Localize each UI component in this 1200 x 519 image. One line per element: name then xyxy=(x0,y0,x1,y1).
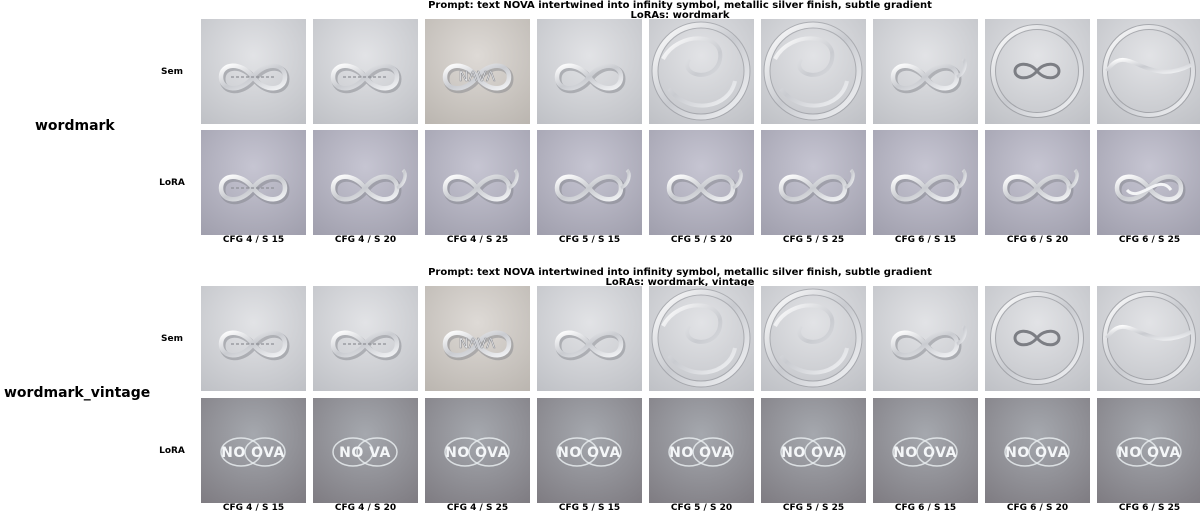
column-label: CFG 6 / S 15 xyxy=(894,235,957,245)
thumbnail-image xyxy=(1097,19,1200,124)
thumbnail-image: NO VA xyxy=(313,398,418,503)
thumbnail-image xyxy=(201,130,306,235)
column-label: CFG 5 / S 20 xyxy=(670,503,733,513)
thumbnail-image: NO OVA xyxy=(985,398,1090,503)
block-2-row-2-label: LoRA xyxy=(159,446,185,456)
column-label: CFG 4 / S 25 xyxy=(446,235,509,245)
thumbnail-image xyxy=(313,130,418,235)
thumbnail-image: NO OVA xyxy=(425,398,530,503)
thumbnail-image xyxy=(985,19,1090,124)
thumbnail-image: NΛVΛ xyxy=(425,19,530,124)
thumbnail-image xyxy=(649,286,754,391)
svg-text:NO OVA: NO OVA xyxy=(557,445,621,461)
thumbnail-image xyxy=(873,286,978,391)
thumbnail-image xyxy=(985,286,1090,391)
svg-text:NO OVA: NO OVA xyxy=(669,445,733,461)
block-2-label: wordmark_vintage xyxy=(4,385,151,401)
thumbnail-image: NΛVΛ xyxy=(425,286,530,391)
svg-text:NΛVΛ: NΛVΛ xyxy=(459,337,496,352)
column-label: CFG 4 / S 20 xyxy=(334,235,397,245)
thumbnail-image: NO OVA xyxy=(649,398,754,503)
thumbnail-image xyxy=(201,19,306,124)
thumbnail-image xyxy=(761,286,866,391)
block-2-row-1-label: Sem xyxy=(161,334,183,344)
column-label: CFG 5 / S 25 xyxy=(782,503,845,513)
column-label: CFG 4 / S 25 xyxy=(446,503,509,513)
block-2-title-line2: LoRAs: wordmark, vintage xyxy=(605,277,755,288)
thumbnail-image xyxy=(201,286,306,391)
thumbnail-image xyxy=(1097,286,1200,391)
thumbnail-image xyxy=(313,286,418,391)
thumbnail-image xyxy=(313,19,418,124)
block-1-title-line1: Prompt: text NOVA intertwined into infin… xyxy=(428,0,932,11)
column-label: CFG 4 / S 15 xyxy=(222,503,285,513)
thumbnail-image xyxy=(537,130,642,235)
column-label: CFG 5 / S 20 xyxy=(670,235,733,245)
svg-text:NO OVA: NO OVA xyxy=(781,445,845,461)
thumbnail-image xyxy=(873,19,978,124)
thumbnail-image: NO OVA xyxy=(761,398,866,503)
column-label: CFG 5 / S 25 xyxy=(782,235,845,245)
thumbnail-image xyxy=(425,130,530,235)
thumbnail-image xyxy=(873,130,978,235)
svg-text:NO OVA: NO OVA xyxy=(893,445,957,461)
svg-text:NO OVA: NO OVA xyxy=(1005,445,1069,461)
svg-text:NO OVA: NO OVA xyxy=(445,445,509,461)
thumbnail-image xyxy=(649,130,754,235)
column-label: CFG 6 / S 20 xyxy=(1006,503,1069,513)
column-label: CFG 6 / S 25 xyxy=(1118,235,1181,245)
thumbnail-image xyxy=(537,286,642,391)
thumbnail-image xyxy=(537,19,642,124)
thumbnail-image xyxy=(985,130,1090,235)
column-label: CFG 5 / S 15 xyxy=(558,235,621,245)
block-1-row-1-label: Sem xyxy=(161,67,183,77)
thumbnail-image: NO OVA xyxy=(1097,398,1200,503)
block-1-label: wordmark xyxy=(35,118,115,134)
thumbnail-image xyxy=(1097,130,1200,235)
block-1-row-2-label: LoRA xyxy=(159,178,185,188)
svg-text:NO OVA: NO OVA xyxy=(221,445,285,461)
thumbnail-image: NO OVA xyxy=(201,398,306,503)
thumbnail-image: NO OVA xyxy=(537,398,642,503)
column-label: CFG 5 / S 15 xyxy=(558,503,621,513)
block-2-title-line1: Prompt: text NOVA intertwined into infin… xyxy=(428,267,932,278)
svg-text:NO OVA: NO OVA xyxy=(1117,445,1181,461)
column-label: CFG 4 / S 20 xyxy=(334,503,397,513)
column-label: CFG 4 / S 15 xyxy=(222,235,285,245)
thumbnail-image xyxy=(761,130,866,235)
thumbnail-image xyxy=(761,19,866,124)
block-1-title-line2: LoRAs: wordmark xyxy=(630,10,730,21)
thumbnail-image xyxy=(649,19,754,124)
svg-text:NO VA: NO VA xyxy=(339,445,391,461)
column-label: CFG 6 / S 25 xyxy=(1118,503,1181,513)
column-label: CFG 6 / S 15 xyxy=(894,503,957,513)
thumbnail-image: NO OVA xyxy=(873,398,978,503)
svg-text:NΛVΛ: NΛVΛ xyxy=(459,70,496,85)
column-label: CFG 6 / S 20 xyxy=(1006,235,1069,245)
